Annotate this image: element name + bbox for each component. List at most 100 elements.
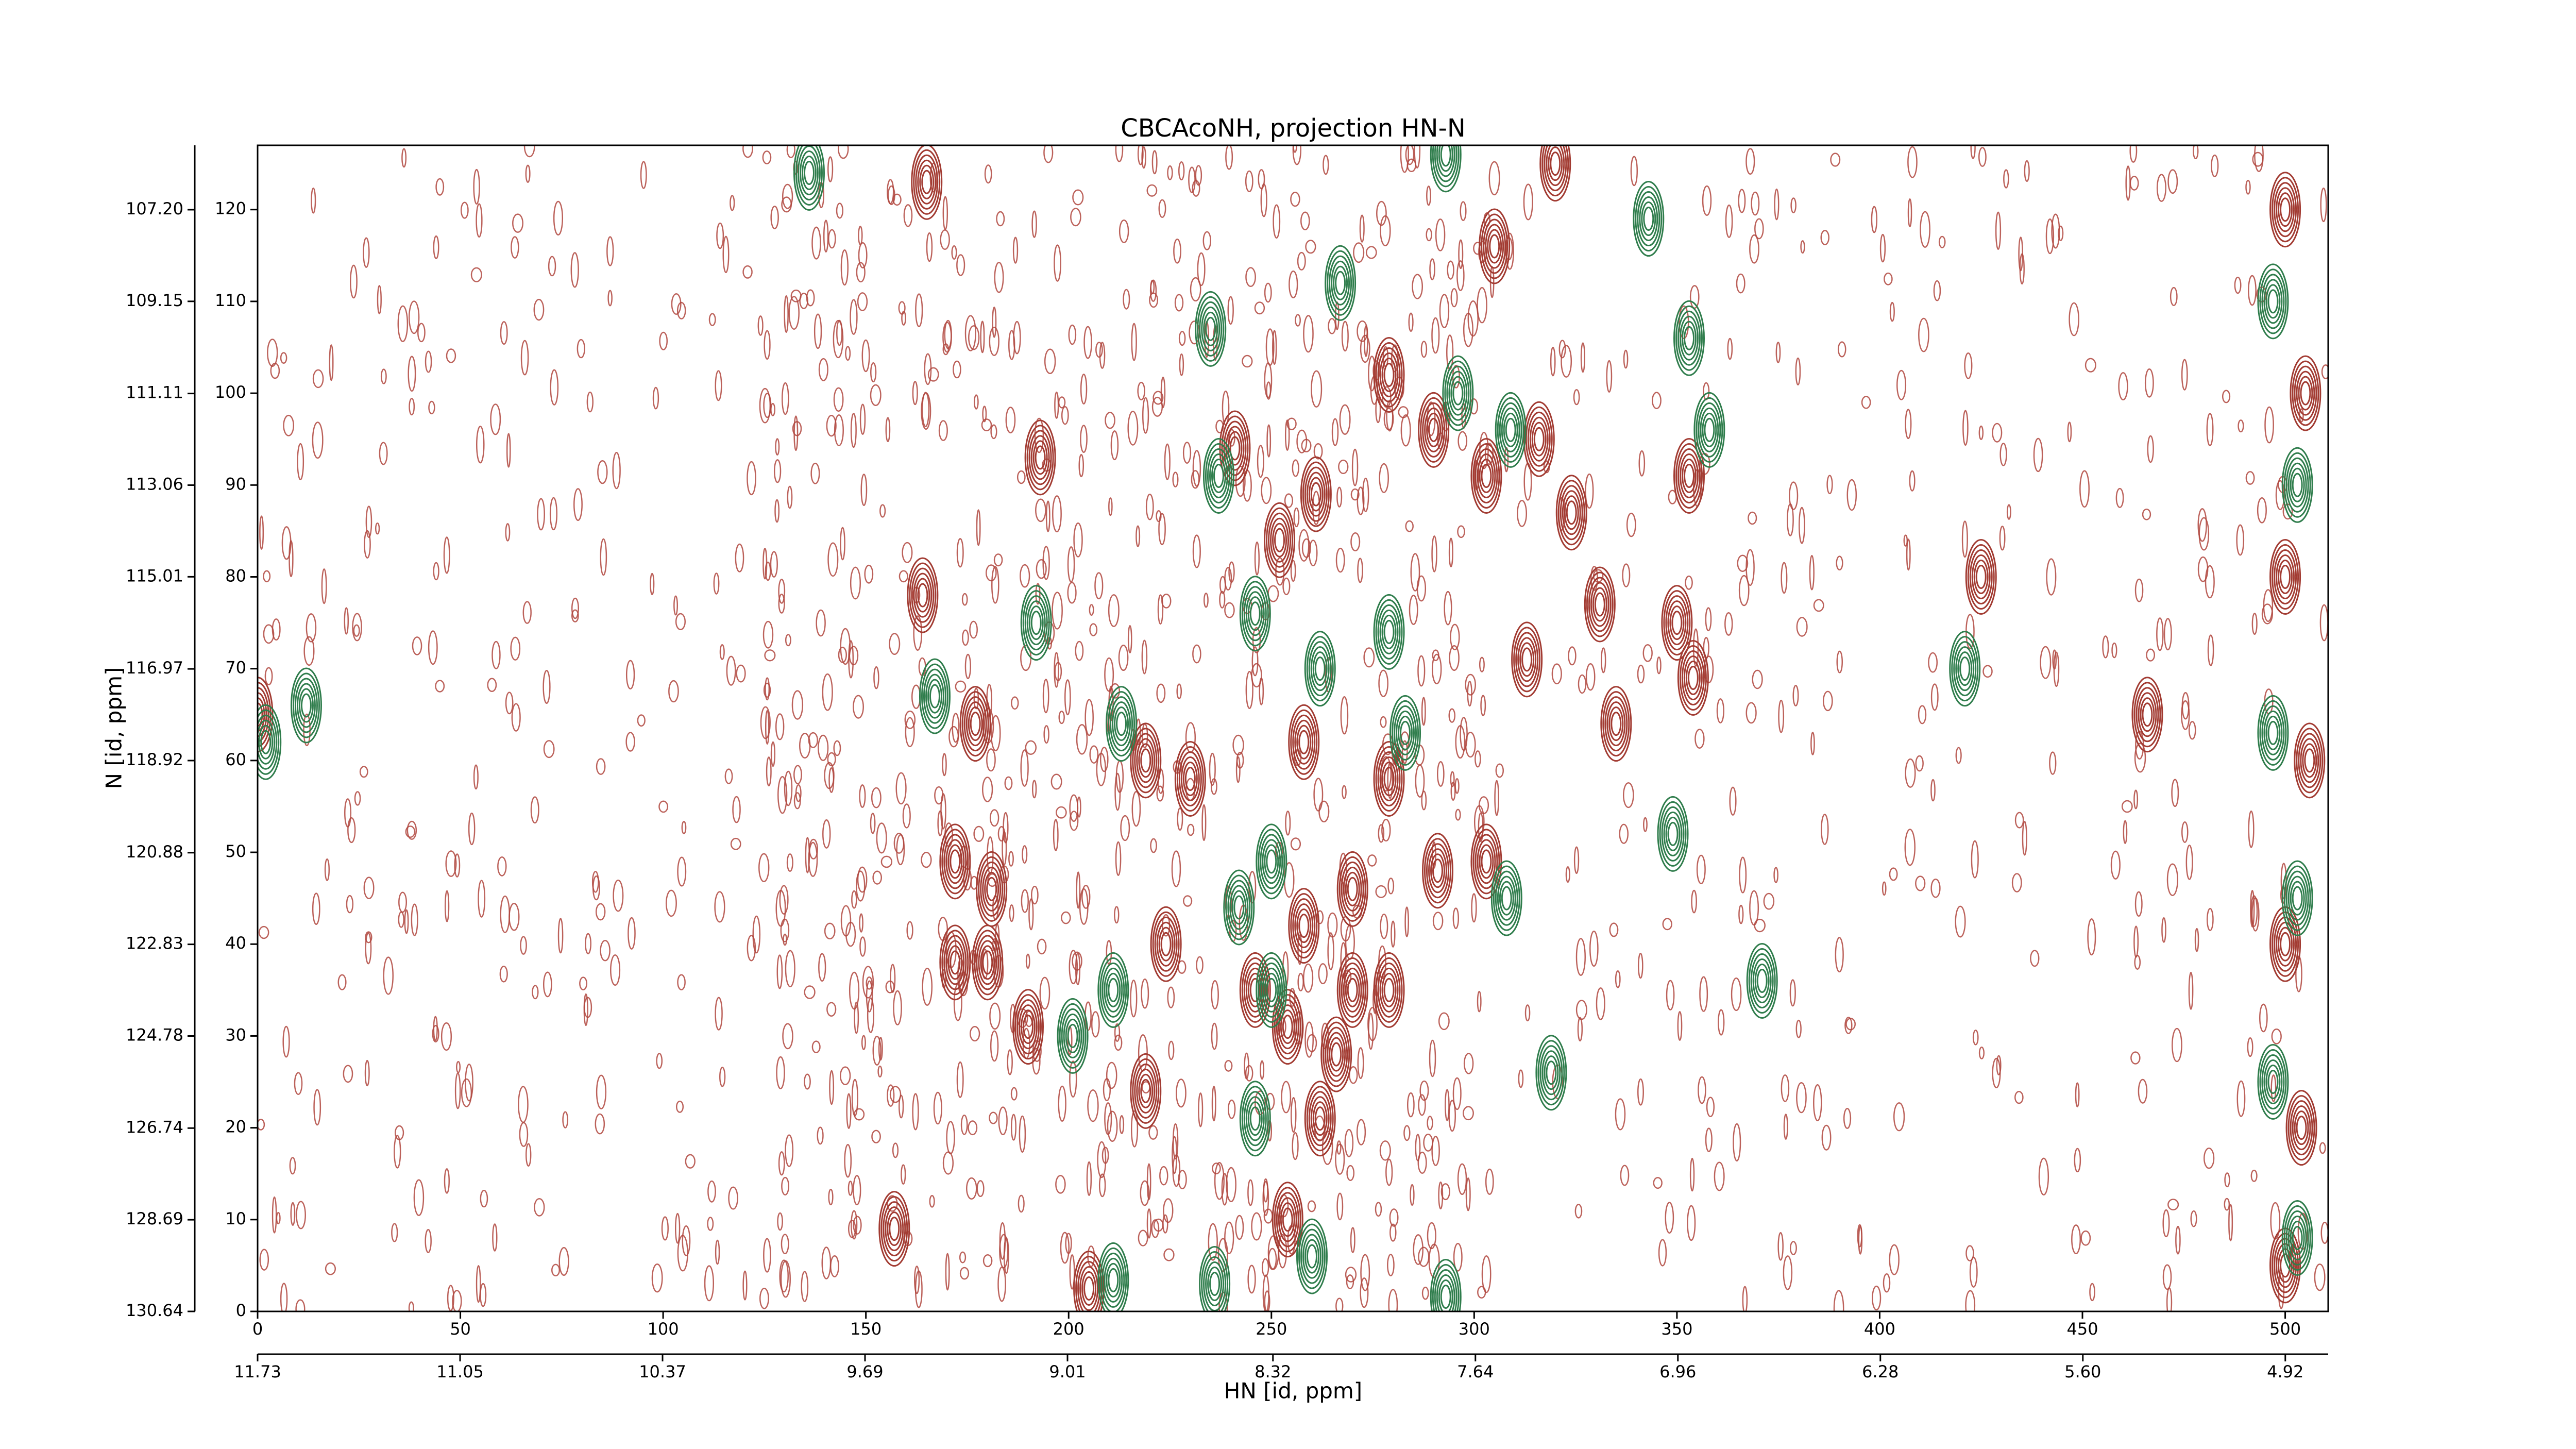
peak-contour: [1489, 234, 1500, 259]
noise-contour: [324, 858, 330, 881]
noise-contour: [1999, 526, 2006, 551]
noise-contour: [1662, 918, 1672, 931]
peak: [2131, 677, 2163, 753]
noise-contour: [1331, 418, 1339, 446]
noise-contour: [1773, 867, 1778, 883]
noise-contour: [408, 300, 420, 334]
noise-contour: [2142, 508, 2151, 520]
y-tick-label: 120: [215, 199, 246, 218]
noise-contour: [1058, 396, 1066, 409]
noise-contour: [1637, 664, 1645, 684]
noise-contour: [2006, 504, 2011, 520]
peak-contour: [965, 701, 985, 747]
noise-contour: [272, 618, 281, 641]
peak-contour: [947, 945, 963, 980]
peak-contour: [2285, 1210, 2309, 1266]
noise-contour: [2181, 692, 2190, 720]
noise-contour: [784, 295, 789, 333]
noise-contour: [981, 418, 992, 432]
noise-contour: [1150, 838, 1157, 853]
noise-contour: [1164, 443, 1171, 480]
peak-contour: [1562, 490, 1581, 535]
peak: [1057, 998, 1089, 1074]
noise-contour: [956, 538, 964, 568]
peak-contour: [1448, 370, 1468, 416]
noise-contour: [889, 633, 901, 655]
noise-contour: [270, 362, 280, 379]
noise-contour: [1775, 342, 1781, 363]
peak-contour: [258, 697, 265, 732]
noise-contour: [1381, 819, 1391, 842]
peak: [1949, 631, 1981, 707]
noise-contour: [1044, 348, 1056, 374]
noise-contour: [1176, 1079, 1187, 1108]
noise-contour: [1742, 1286, 1748, 1311]
noise-contour: [1357, 558, 1363, 583]
noise-contour: [775, 438, 780, 456]
peak-contour: [1298, 730, 1310, 754]
noise-contour: [512, 213, 523, 233]
peak-contour: [1205, 443, 1232, 509]
noise-contour: [359, 766, 368, 778]
noise-contour: [1477, 990, 1482, 1013]
peak-contour: [1306, 636, 1334, 702]
noise-contour: [1375, 1202, 1382, 1217]
peak: [2294, 722, 2326, 799]
noise-contour: [953, 360, 961, 379]
peak-contour: [1266, 978, 1277, 1002]
noise-contour: [1356, 1119, 1366, 1145]
noise-contour: [826, 415, 837, 437]
noise-contour: [671, 293, 682, 315]
noise-contour: [775, 713, 785, 740]
noise-contour: [885, 417, 891, 443]
peak-contour: [2261, 705, 2285, 761]
peak: [1657, 796, 1689, 872]
noise-contour: [1292, 1132, 1299, 1160]
peak-contour: [1663, 590, 1691, 656]
peak-contour: [258, 714, 278, 770]
noise-contour: [1068, 324, 1077, 345]
peak-contour: [1219, 410, 1251, 486]
noise-contour: [1405, 145, 1415, 165]
noise-contour: [460, 201, 469, 219]
peak-contour: [2287, 462, 2307, 508]
noise-contour: [1045, 500, 1050, 532]
peak: [1288, 888, 1320, 964]
noise-contour: [1961, 520, 1968, 558]
peak-contour: [1381, 357, 1397, 392]
noise-contour: [312, 422, 324, 459]
noise-contour: [1403, 1125, 1411, 1141]
noise-contour: [1149, 279, 1157, 302]
noise-contour: [1933, 280, 1941, 301]
noise-contour: [1058, 1085, 1066, 1122]
noise-contour: [1600, 647, 1606, 673]
noise-contour: [1400, 145, 1409, 173]
peak: [911, 145, 943, 220]
noise-contour: [1696, 854, 1706, 884]
noise-contour: [1754, 918, 1766, 933]
noise-contour: [968, 325, 980, 350]
peak-contour: [1392, 700, 1419, 766]
peak-contour: [1201, 306, 1221, 351]
peak-contour: [1288, 704, 1320, 780]
noise-contour: [1217, 1238, 1228, 1272]
noise-contour: [1478, 812, 1484, 843]
peak-contour: [939, 823, 971, 900]
noise-contour: [1346, 1165, 1355, 1181]
noise-contour: [956, 254, 965, 276]
noise-contour: [1261, 477, 1272, 504]
noise-contour: [2175, 1225, 2181, 1255]
noise-contour: [272, 1196, 277, 1234]
noise-contour: [1517, 500, 1528, 527]
peak-contour: [1081, 1271, 1097, 1306]
noise-contour: [896, 834, 905, 866]
noise-contour: [2162, 1264, 2172, 1290]
noise-contour: [851, 1210, 858, 1240]
noise-contour: [500, 895, 511, 933]
peak: [1336, 851, 1368, 927]
peak-contour: [1101, 962, 1125, 1018]
noise-contour: [906, 921, 913, 940]
peak-contour: [1971, 554, 1991, 599]
noise-contour: [1622, 782, 1634, 808]
peak: [1304, 1081, 1336, 1157]
